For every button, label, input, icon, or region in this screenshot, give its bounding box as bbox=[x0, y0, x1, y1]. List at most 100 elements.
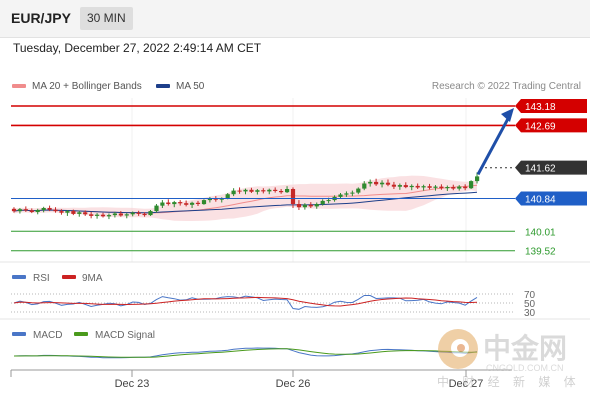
candle-body bbox=[142, 213, 147, 216]
level-price-label: 142.69 bbox=[525, 121, 556, 132]
candle-body bbox=[457, 186, 462, 189]
candle-body bbox=[445, 187, 450, 189]
candle-body bbox=[100, 214, 106, 217]
level-price-tag bbox=[515, 118, 587, 133]
candle-body bbox=[249, 189, 254, 192]
candle-body bbox=[380, 182, 385, 185]
candle-body bbox=[433, 186, 438, 188]
candle-body bbox=[397, 185, 402, 187]
candle-body bbox=[118, 213, 123, 216]
candle-body bbox=[231, 190, 236, 195]
candle-body bbox=[29, 210, 34, 212]
candle-body bbox=[320, 200, 325, 205]
candle-body bbox=[261, 190, 266, 192]
ma20-swatch bbox=[12, 84, 26, 89]
candle-body bbox=[391, 184, 396, 187]
candle-body bbox=[172, 202, 177, 205]
candle-body bbox=[65, 211, 70, 213]
candle-body bbox=[166, 202, 171, 205]
x-tick-label: Dec 27 bbox=[449, 378, 484, 390]
macd-panel bbox=[13, 347, 478, 359]
candle-body bbox=[308, 204, 313, 207]
rsi-level-70: 70 bbox=[524, 290, 536, 301]
legend-ma50-label: MA 50 bbox=[176, 81, 205, 92]
candle-body bbox=[41, 208, 46, 210]
rsi-ma-line bbox=[13, 296, 478, 307]
candle-body bbox=[273, 189, 278, 191]
legend-ma20: MA 20 + Bollinger Bands bbox=[12, 81, 142, 92]
candlesticks bbox=[11, 172, 480, 220]
candle-body bbox=[302, 204, 307, 208]
rsi-ma-label: 9MA bbox=[82, 273, 103, 284]
candle-body bbox=[190, 202, 195, 205]
x-tick-label: Dec 26 bbox=[276, 378, 311, 390]
candle-body bbox=[89, 214, 94, 216]
rsi-ma-swatch bbox=[62, 275, 76, 279]
watermark: 中金网 CNGOLD.COM.CN 中 财 经 新 媒 体 bbox=[437, 329, 576, 389]
candle-body bbox=[475, 176, 480, 182]
candle-body bbox=[213, 198, 218, 200]
x-tick-label: Dec 23 bbox=[115, 378, 150, 390]
level-price-label: 141.62 bbox=[525, 164, 556, 175]
macd-legend: MACD MACD Signal bbox=[12, 330, 155, 341]
legend-ma20-label: MA 20 + Bollinger Bands bbox=[32, 81, 142, 92]
rsi-legend: RSI 9MA bbox=[12, 273, 103, 284]
candle-body bbox=[95, 214, 100, 216]
candle-body bbox=[421, 186, 426, 188]
research-credit: Research © 2022 Trading Central bbox=[431, 81, 581, 92]
projection-arrow bbox=[476, 114, 512, 176]
macd-line bbox=[13, 347, 478, 359]
candle-body bbox=[451, 187, 456, 189]
candle-body bbox=[374, 181, 379, 185]
candle-body bbox=[195, 202, 201, 204]
candle-body bbox=[415, 185, 420, 188]
macd-signal-label: MACD Signal bbox=[95, 330, 155, 341]
candle-body bbox=[344, 193, 349, 195]
level-price-label: 139.52 bbox=[525, 247, 556, 258]
candle-body bbox=[23, 209, 28, 211]
candle-body bbox=[356, 188, 361, 193]
candle-body bbox=[296, 204, 302, 208]
candle-body bbox=[439, 186, 444, 189]
watermark-domain: CNGOLD.COM.CN bbox=[486, 363, 564, 373]
rsi-label: RSI bbox=[33, 273, 50, 284]
candle-body bbox=[255, 190, 260, 192]
candle-body bbox=[35, 210, 40, 212]
candle-body bbox=[243, 189, 248, 192]
candle-body bbox=[53, 209, 58, 212]
candle-body bbox=[59, 211, 64, 213]
candle-body bbox=[279, 191, 284, 193]
candle-body bbox=[178, 202, 183, 204]
macd-label: MACD bbox=[33, 330, 62, 341]
candle-body bbox=[368, 181, 373, 184]
level-price-tag bbox=[515, 191, 587, 206]
candle-body bbox=[184, 203, 189, 205]
instrument-symbol: EUR/JPY bbox=[11, 10, 71, 26]
candle-body bbox=[17, 209, 22, 212]
level-price-label: 140.01 bbox=[525, 227, 556, 238]
candle-body bbox=[267, 189, 272, 192]
timeframe-button[interactable]: 30 MIN bbox=[80, 7, 133, 30]
candle-body bbox=[207, 198, 212, 201]
candle-body bbox=[225, 194, 230, 199]
candle-body bbox=[285, 189, 290, 193]
candle-body bbox=[201, 200, 207, 205]
projection-arrowhead bbox=[501, 108, 514, 122]
candle-body bbox=[154, 205, 159, 212]
watermark-logo-icon bbox=[457, 344, 465, 352]
candle-body bbox=[136, 212, 141, 214]
candle-body bbox=[350, 192, 355, 194]
candle-body bbox=[314, 204, 319, 207]
chart-timestamp: Tuesday, December 27, 2022 2:49:14 AM CE… bbox=[13, 41, 262, 55]
macd-signal-line bbox=[14, 348, 478, 358]
candle-body bbox=[469, 181, 474, 189]
candle-body bbox=[290, 189, 296, 204]
rsi-swatch bbox=[12, 275, 26, 279]
legend-ma50: MA 50 bbox=[156, 81, 204, 92]
candle-body bbox=[112, 213, 117, 216]
candle-body bbox=[237, 190, 242, 192]
candle-body bbox=[463, 186, 468, 189]
candle-body bbox=[362, 183, 367, 189]
candle-body bbox=[148, 211, 153, 216]
candle-body bbox=[106, 215, 112, 217]
